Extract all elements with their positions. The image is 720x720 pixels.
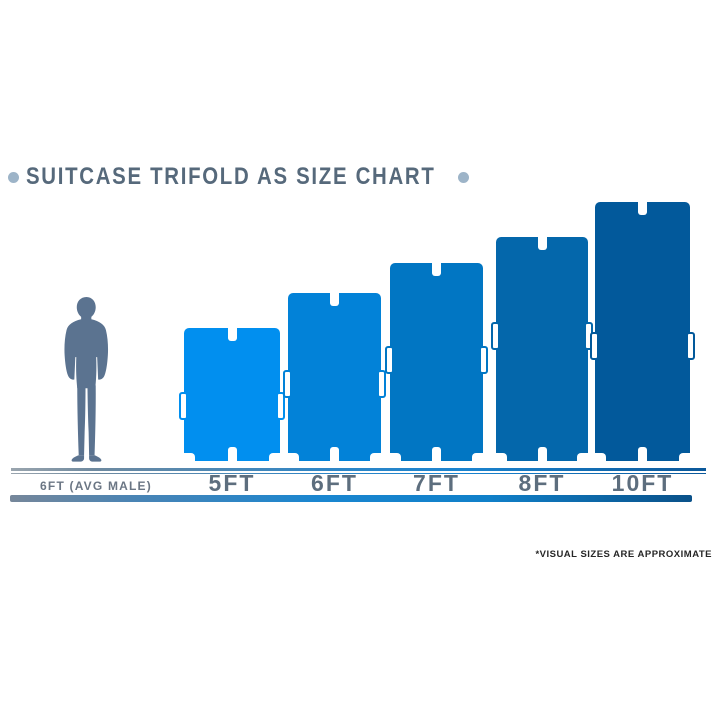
- size-label-8ft: 8FT: [518, 470, 566, 496]
- side-handle-right-icon: [686, 332, 695, 360]
- footnote-text: *VISUAL SIZES ARE APPROXIMATE: [535, 549, 712, 560]
- side-handle-left-icon: [491, 322, 500, 350]
- size-label-5ft: 5FT: [208, 470, 256, 496]
- right-foot-cutout: [269, 453, 280, 461]
- title-bullet-right-icon: [458, 172, 469, 183]
- suitcase-5ft: [179, 328, 285, 461]
- left-foot-cutout: [184, 453, 195, 461]
- bottom-notch-icon: [227, 447, 237, 461]
- side-handle-right-icon: [377, 370, 386, 398]
- suitcase-8ft: [491, 237, 593, 461]
- side-handle-right-icon: [276, 392, 285, 420]
- top-handle-notch-icon: [638, 202, 647, 215]
- right-foot-cutout: [577, 453, 588, 461]
- top-handle-notch-icon: [537, 237, 547, 250]
- bottom-notch-icon: [537, 447, 547, 461]
- left-foot-cutout: [288, 453, 299, 461]
- suitcase-6ft: [283, 293, 386, 461]
- bottom-notch-icon: [432, 447, 441, 461]
- right-foot-cutout: [370, 453, 381, 461]
- ground-line-lower: [11, 472, 706, 474]
- top-handle-notch-icon: [432, 263, 441, 276]
- side-handle-left-icon: [283, 370, 292, 398]
- ground-line-upper: [11, 468, 706, 471]
- title-bullet-left-icon: [8, 172, 19, 183]
- left-foot-cutout: [595, 453, 606, 461]
- suitcase-7ft: [385, 263, 488, 461]
- left-foot-cutout: [496, 453, 507, 461]
- right-foot-cutout: [679, 453, 690, 461]
- side-handle-left-icon: [179, 392, 188, 420]
- bottom-notch-icon: [638, 447, 647, 461]
- left-foot-cutout: [390, 453, 401, 461]
- top-handle-notch-icon: [330, 293, 339, 306]
- bottom-notch-icon: [330, 447, 339, 461]
- side-handle-left-icon: [385, 346, 394, 374]
- right-foot-cutout: [472, 453, 483, 461]
- size-label-7ft: 7FT: [413, 470, 460, 496]
- scale-gradient-bar: [10, 495, 692, 502]
- side-handle-left-icon: [590, 332, 599, 360]
- side-handle-right-icon: [479, 346, 488, 374]
- page-title: SUITCASE TRIFOLD AS SIZE CHART: [26, 163, 436, 190]
- reference-label: 6FT (AVG MALE): [40, 479, 152, 493]
- top-handle-notch-icon: [227, 328, 237, 341]
- size-label-10ft: 10FT: [611, 470, 674, 496]
- size-label-6ft: 6FT: [311, 470, 358, 496]
- suitcase-10ft: [590, 202, 695, 461]
- male-silhouette: [64, 296, 109, 462]
